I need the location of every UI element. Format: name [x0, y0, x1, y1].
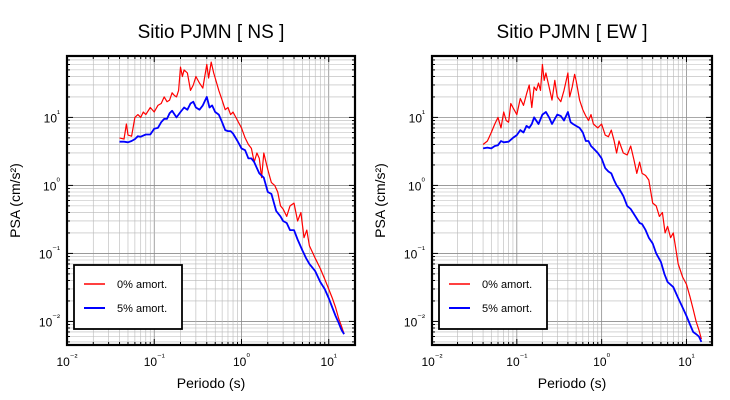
x-axis-label: Periodo (s) — [177, 375, 245, 391]
x-axis-label: Periodo (s) — [538, 375, 606, 391]
x-tick-label: 10⁻² — [56, 352, 77, 369]
legend-label: 5% amort. — [117, 303, 167, 315]
chart-title: Sitio PJMN [ NS ] — [138, 22, 285, 43]
y-tick-label: 10⁰ — [408, 176, 425, 193]
series-line-amort-5 — [482, 111, 703, 343]
y-tick-label: 10⁰ — [43, 176, 60, 193]
x-tick-label: 10⁰ — [593, 352, 610, 369]
legend: 0% amort. 5% amort. — [73, 264, 183, 330]
legend-box — [73, 264, 183, 330]
x-tick-label: 10⁰ — [233, 352, 250, 369]
y-tick-label: 10⁻² — [39, 312, 60, 329]
series-line-amort-0 — [482, 63, 702, 340]
y-tick-label: 10⁻¹ — [39, 244, 60, 261]
legend: 0% amort. 5% amort. — [438, 264, 548, 330]
chart-panel-1: 10⁻² 10⁻¹ 10⁰ 10¹ 10⁻² 10⁻¹ 10⁰ 10¹ Sitio PJMN [… — [7, 22, 357, 391]
y-axis-label: PSA (cm/s²) — [7, 163, 23, 238]
series-line-amort-5 — [119, 96, 345, 335]
legend-label: 0% amort. — [482, 279, 532, 291]
x-tick-label: 10⁻² — [421, 352, 442, 369]
legend-label: 0% amort. — [117, 279, 167, 291]
x-tick-label: 10¹ — [321, 352, 337, 369]
y-tick-label: 10¹ — [44, 108, 60, 125]
y-tick-label: 10¹ — [409, 108, 425, 125]
x-tick-label: 10⁻¹ — [144, 352, 165, 369]
series-line-amort-0 — [119, 61, 345, 335]
chart-panel-2: 10⁻² 10⁻¹ 10⁰ 10¹ 10⁻² 10⁻¹ 10⁰ 10¹ Sitio PJMN [… — [372, 22, 714, 391]
y-axis-label: PSA (cm/s²) — [372, 163, 388, 238]
chart-title: Sitio PJMN [ EW ] — [497, 22, 648, 43]
y-tick-label: 10⁻² — [404, 312, 425, 329]
legend-label: 5% amort. — [482, 303, 532, 315]
legend-box — [438, 264, 548, 330]
x-tick-label: 10¹ — [678, 352, 694, 369]
x-tick-label: 10⁻¹ — [506, 352, 527, 369]
y-tick-label: 10⁻¹ — [404, 244, 425, 261]
